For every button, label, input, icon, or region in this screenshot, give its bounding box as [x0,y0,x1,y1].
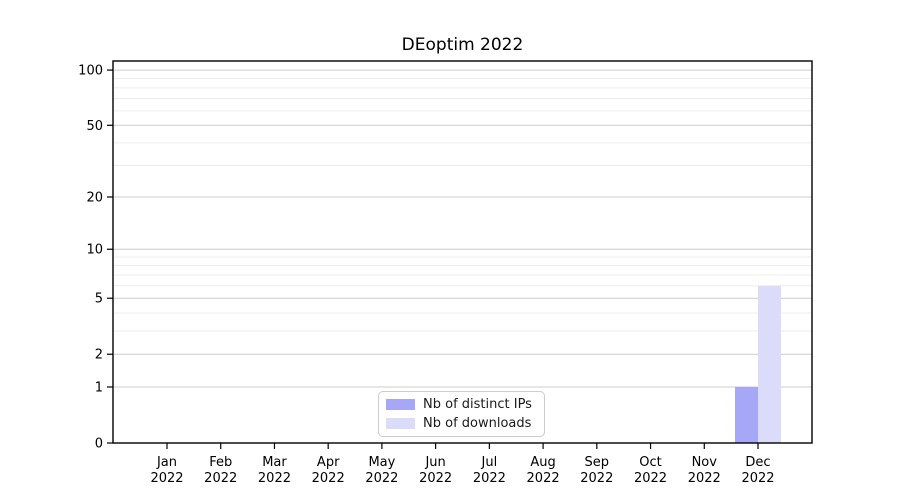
svg-text:0: 0 [95,437,103,452]
legend: Nb of distinct IPs Nb of downloads [378,391,545,437]
legend-label: Nb of distinct IPs [423,397,532,412]
svg-text:2022: 2022 [204,471,237,486]
svg-text:10: 10 [86,243,103,258]
svg-text:1: 1 [95,380,103,395]
svg-text:2022: 2022 [527,471,560,486]
legend-label: Nb of downloads [423,416,532,431]
svg-text:100: 100 [78,64,103,79]
svg-text:20: 20 [86,190,103,205]
svg-text:5: 5 [95,292,103,307]
svg-text:Dec: Dec [745,455,770,470]
legend-swatch [386,399,415,410]
svg-text:2022: 2022 [634,471,667,486]
svg-text:2: 2 [95,348,103,363]
svg-text:2022: 2022 [419,471,452,486]
svg-text:2022: 2022 [473,471,506,486]
svg-text:Feb: Feb [209,455,232,470]
svg-text:2022: 2022 [365,471,398,486]
legend-swatch [386,418,415,429]
svg-text:Apr: Apr [317,455,340,470]
svg-text:Mar: Mar [262,455,287,470]
svg-text:Sep: Sep [585,455,610,470]
svg-text:2022: 2022 [688,471,721,486]
svg-text:Nov: Nov [692,455,718,470]
svg-text:May: May [368,455,395,470]
legend-item-distinct-ips: Nb of distinct IPs [386,397,544,412]
chart-title: DEoptim 2022 [401,35,524,55]
svg-text:Jun: Jun [424,455,445,470]
svg-text:2022: 2022 [580,471,613,486]
svg-text:2022: 2022 [741,471,774,486]
svg-text:50: 50 [86,119,103,134]
svg-text:Jul: Jul [481,455,498,470]
svg-text:Aug: Aug [530,455,555,470]
svg-text:Jan: Jan [156,455,177,470]
svg-text:2022: 2022 [312,471,345,486]
svg-text:2022: 2022 [150,471,183,486]
svg-text:2022: 2022 [258,471,291,486]
svg-text:Oct: Oct [639,455,661,470]
legend-item-downloads: Nb of downloads [386,416,544,431]
